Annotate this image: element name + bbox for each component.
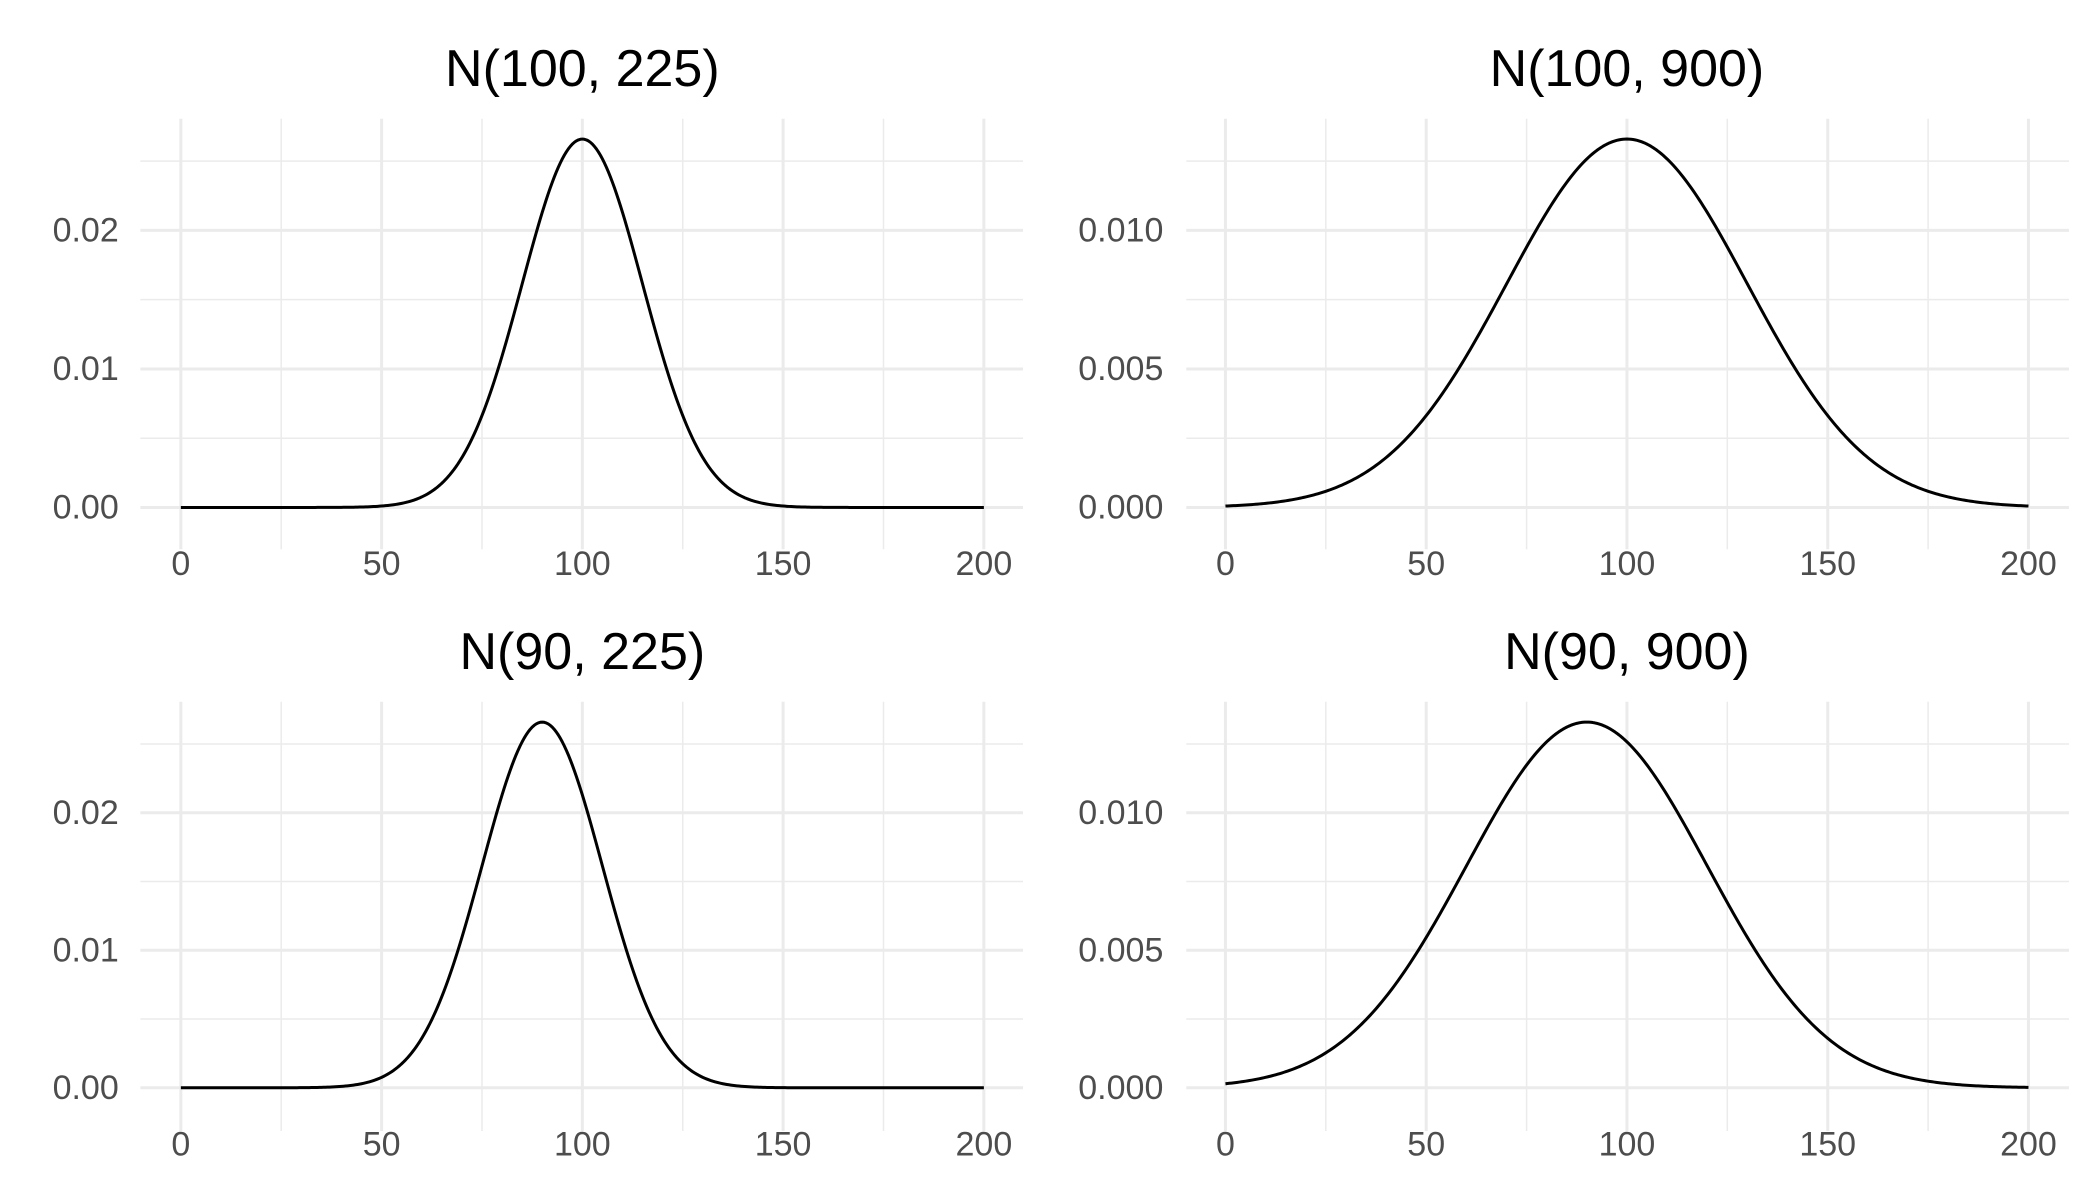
density-curve [1225, 720, 2029, 1089]
y-tick-label: 0.005 [1078, 931, 1163, 969]
y-tick-label: 0.010 [1078, 794, 1163, 832]
x-tick-label: 200 [956, 545, 1013, 583]
panel-title: N(100, 900) [1490, 40, 1765, 98]
y-tick-label: 0.005 [1078, 350, 1163, 388]
y-tick-label: 0.02 [53, 794, 119, 832]
x-tick-label: 0 [171, 1125, 190, 1163]
density-curve [180, 720, 984, 1090]
panel-1: N(100, 225) 0 50 100 150 200 0.00 0.01 0.02 [53, 40, 1024, 583]
y-tick-label: 0.010 [1078, 211, 1163, 249]
density-curve [180, 137, 984, 509]
panel-3: N(90, 225) 0 50 100 150 200 0.00 0.01 0.02 [53, 623, 1024, 1163]
y-tick-label: 0.01 [53, 350, 119, 388]
x-tick-label: 150 [1799, 545, 1856, 583]
y-tick-label: 0.00 [53, 488, 119, 526]
x-tick-label: 50 [363, 545, 401, 583]
x-tick-label: 200 [956, 1125, 1013, 1163]
density-curve [1225, 137, 2029, 508]
x-tick-label: 150 [755, 545, 812, 583]
x-tick-label: 100 [1599, 1125, 1656, 1163]
y-tick-label: 0.00 [53, 1069, 119, 1107]
x-tick-label: 150 [755, 1125, 812, 1163]
x-tick-label: 150 [1799, 1125, 1856, 1163]
x-tick-label: 100 [554, 1125, 611, 1163]
x-tick-label: 50 [1407, 1125, 1445, 1163]
x-tick-label: 50 [1407, 545, 1445, 583]
x-tick-label: 200 [2000, 1125, 2057, 1163]
y-tick-label: 0.000 [1078, 1069, 1163, 1107]
panel-title: N(90, 225) [460, 623, 706, 681]
x-tick-label: 200 [2000, 545, 2057, 583]
y-tick-label: 0.02 [53, 211, 119, 249]
x-tick-label: 100 [1599, 545, 1656, 583]
x-tick-label: 0 [1216, 1125, 1235, 1163]
x-tick-label: 0 [1216, 545, 1235, 583]
panel-2: N(100, 900) 0 50 100 150 200 0.000 0.005 0.010 [1078, 40, 2069, 583]
x-tick-label: 0 [171, 545, 190, 583]
y-tick-label: 0.000 [1078, 488, 1163, 526]
x-tick-label: 100 [554, 545, 611, 583]
y-tick-label: 0.01 [53, 931, 119, 969]
panel-4: N(90, 900) 0 50 100 150 200 0.000 0.005 0.010 [1078, 623, 2069, 1163]
panel-title: N(100, 225) [445, 40, 720, 98]
x-tick-label: 50 [363, 1125, 401, 1163]
panel-title: N(90, 900) [1504, 623, 1750, 681]
